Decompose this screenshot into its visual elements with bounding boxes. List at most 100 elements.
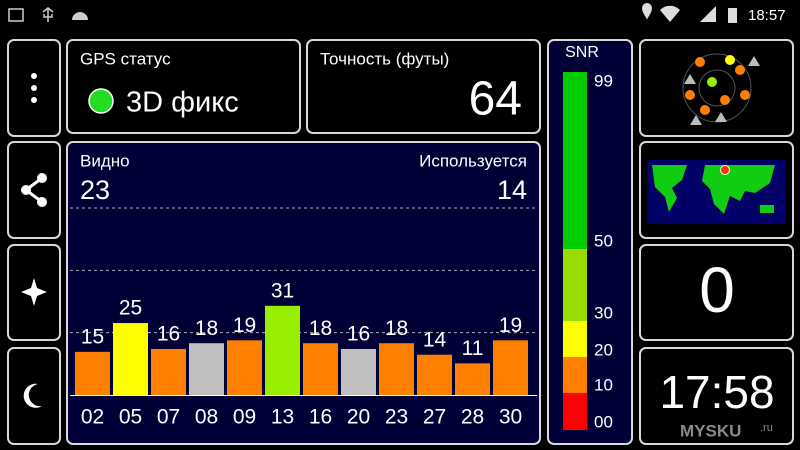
location-icon bbox=[642, 3, 652, 20]
australia bbox=[760, 205, 774, 213]
satellite-id: 30 bbox=[499, 406, 522, 429]
bar bbox=[341, 348, 376, 395]
satellite-id: 20 bbox=[347, 406, 370, 429]
sky-satellite bbox=[700, 105, 710, 115]
used-label: Используется bbox=[419, 151, 527, 170]
satellite-id: 28 bbox=[461, 406, 484, 429]
accuracy-value: 64 bbox=[469, 73, 522, 126]
accuracy-label: Точность (футы) bbox=[320, 49, 449, 68]
bar-value-label: 31 bbox=[271, 279, 294, 302]
share-icon-dot bbox=[37, 197, 47, 207]
snr-color-band bbox=[563, 321, 587, 357]
clock-value: 17:58 bbox=[659, 366, 774, 418]
wifi-icon bbox=[660, 5, 680, 23]
accuracy-panel bbox=[306, 39, 541, 134]
watermark-suffix: .ru bbox=[760, 422, 773, 434]
android-icon bbox=[72, 12, 88, 20]
bar-value-label: 14 bbox=[423, 328, 447, 351]
night-mode-button[interactable] bbox=[7, 347, 61, 445]
bar bbox=[455, 363, 490, 395]
bar-value-label: 18 bbox=[195, 317, 218, 340]
snr-tick-label: 10 bbox=[594, 375, 613, 394]
satellite-chart-panel bbox=[66, 141, 541, 445]
bar bbox=[151, 348, 186, 395]
watermark: MYSKU bbox=[680, 421, 741, 440]
status-bar: 18:57 bbox=[8, 3, 786, 24]
sky-satellite bbox=[735, 65, 745, 75]
eurasia-africa bbox=[702, 165, 775, 214]
bar-value-label: 19 bbox=[499, 314, 522, 337]
sky-satellite bbox=[685, 90, 695, 100]
gps-status-value: 3D фикс bbox=[126, 87, 239, 119]
snr-tick-label: 00 bbox=[594, 412, 613, 431]
snr-tick-label: 99 bbox=[594, 71, 613, 90]
satellite-id: 05 bbox=[119, 406, 142, 429]
snr-tick-label: 30 bbox=[594, 303, 613, 322]
sky-ring bbox=[698, 69, 736, 107]
snr-tick-label: 20 bbox=[594, 340, 613, 359]
position-marker bbox=[720, 165, 730, 175]
status-time: 18:57 bbox=[748, 7, 786, 24]
compass-icon bbox=[21, 278, 47, 306]
visible-count: 23 bbox=[80, 175, 110, 205]
sky-satellite bbox=[707, 77, 717, 87]
satellite-id: 27 bbox=[423, 406, 446, 429]
gps-status-panel bbox=[66, 39, 301, 134]
share-button[interactable] bbox=[7, 141, 61, 239]
americas bbox=[652, 165, 687, 212]
bar-value-label: 18 bbox=[309, 317, 332, 340]
bar bbox=[113, 323, 148, 395]
share-icon-dot bbox=[21, 185, 31, 195]
bar-value-label: 19 bbox=[233, 314, 256, 337]
snr-scale: 99 50 30 20 10 00 bbox=[563, 71, 613, 431]
sky-satellite bbox=[695, 57, 705, 67]
bar bbox=[189, 343, 224, 395]
left-buttons bbox=[7, 39, 61, 445]
clock-panel bbox=[639, 347, 794, 445]
share-icon-dot bbox=[37, 173, 47, 183]
menu-dot bbox=[31, 85, 37, 91]
gps-status-label: GPS статус bbox=[80, 49, 171, 68]
satellite-id: 13 bbox=[271, 406, 294, 429]
satellite-id: 09 bbox=[233, 406, 256, 429]
bar bbox=[75, 351, 110, 395]
bar-value-label: 25 bbox=[119, 297, 142, 320]
menu-dot bbox=[31, 73, 37, 79]
visible-label: Видно bbox=[80, 151, 130, 170]
sky-unused bbox=[684, 56, 760, 125]
battery-icon bbox=[728, 8, 737, 23]
satellite-id: 16 bbox=[309, 406, 332, 429]
bar-value-label: 16 bbox=[347, 323, 370, 346]
bar-chart: 15 02 25 05 16 07 18 08 19 09 31 13 18 16 16 20 18 23 14 27… bbox=[70, 207, 537, 429]
sky-satellite bbox=[720, 95, 730, 105]
snr-panel bbox=[547, 39, 633, 445]
sky-plot bbox=[682, 53, 760, 125]
bar bbox=[417, 354, 452, 395]
bar-value-label: 11 bbox=[462, 337, 484, 360]
satellite-id: 07 bbox=[157, 406, 180, 429]
satellite-id: 23 bbox=[385, 406, 408, 429]
bar-value-label: 15 bbox=[81, 325, 104, 348]
bar-value-label: 18 bbox=[385, 317, 408, 340]
bar bbox=[227, 340, 262, 395]
speed-panel bbox=[639, 244, 794, 341]
speed-value: 0 bbox=[699, 254, 735, 326]
satellite-id: 02 bbox=[81, 406, 104, 429]
bar bbox=[265, 305, 300, 395]
sky-satellite bbox=[725, 55, 735, 65]
used-count: 14 bbox=[497, 175, 527, 205]
moon-icon bbox=[23, 383, 42, 408]
snr-color-band bbox=[563, 393, 587, 430]
bar bbox=[379, 343, 414, 395]
world-map bbox=[647, 160, 785, 224]
snr-title: SNR bbox=[565, 44, 599, 61]
bar-value-label: 16 bbox=[157, 323, 180, 346]
bar bbox=[303, 343, 338, 395]
fix-indicator bbox=[88, 88, 114, 114]
menu-dot bbox=[31, 97, 37, 103]
usb-icon bbox=[42, 7, 54, 22]
sky-satellite bbox=[740, 90, 750, 100]
snr-color-band bbox=[563, 72, 587, 249]
snr-color-band bbox=[563, 357, 587, 393]
